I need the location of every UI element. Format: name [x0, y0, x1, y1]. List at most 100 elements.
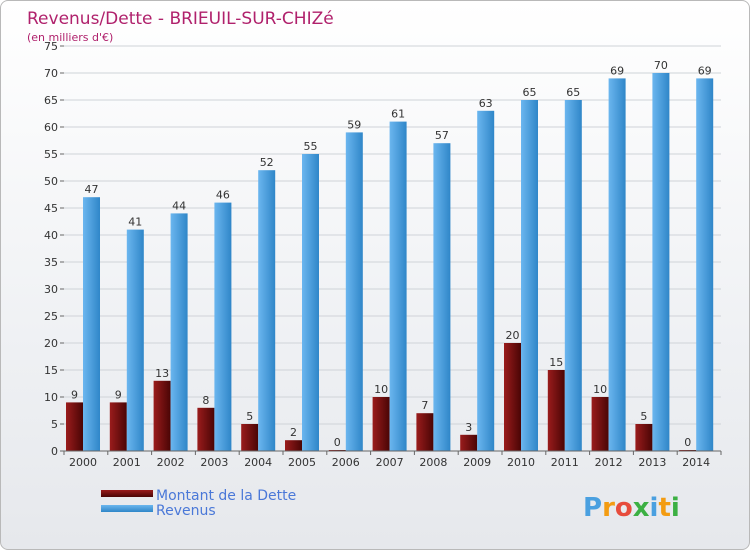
data-label: 55 [304, 140, 318, 153]
bar-revenus [652, 73, 670, 451]
bar-revenus [477, 110, 495, 452]
bar-dette [285, 440, 302, 451]
bar-dette [66, 402, 83, 451]
bar-revenus [258, 170, 276, 451]
data-label: 44 [172, 199, 186, 212]
legend-label-dette: Montant de la Dette [156, 488, 296, 504]
x-tick-label: 2002 [157, 456, 185, 469]
logo-letter: o [615, 493, 633, 523]
data-label: 63 [479, 97, 493, 110]
bar-revenus [345, 132, 363, 451]
x-tick-label: 2009 [463, 456, 491, 469]
bar-revenus [389, 121, 407, 451]
bar-dette [635, 424, 653, 451]
chart-subtitle: (en milliers d'€) [27, 31, 113, 44]
x-tick-label: 2011 [551, 456, 579, 469]
y-tick-label: 55 [44, 148, 58, 161]
data-label: 10 [374, 383, 388, 396]
bar-dette [109, 402, 127, 451]
bar-dette [591, 397, 609, 451]
bar-revenus [608, 78, 626, 452]
bar-dette [153, 380, 171, 451]
data-label: 59 [347, 118, 361, 131]
data-label: 5 [246, 410, 253, 423]
bar-revenus [433, 143, 451, 451]
bar-dette [547, 370, 565, 451]
data-label: 9 [115, 388, 122, 401]
y-tick-label: 35 [44, 256, 58, 269]
chart-title: Revenus/Dette - BRIEUIL-SUR-CHIZé [27, 9, 334, 29]
logo-letter: P [583, 493, 602, 523]
legend: Montant de la Dette Revenus [101, 488, 296, 519]
x-tick-label: 2004 [244, 456, 272, 469]
data-label: 70 [654, 59, 668, 72]
x-tick-label: 2012 [595, 456, 623, 469]
data-label: 61 [391, 108, 405, 121]
data-label: 65 [523, 86, 537, 99]
data-label: 41 [128, 216, 142, 229]
logo-letter: x [633, 493, 650, 523]
legend-swatch-dette [101, 490, 153, 497]
data-label: 69 [698, 64, 712, 77]
bar-revenus [214, 202, 232, 451]
x-tick-label: 2003 [200, 456, 228, 469]
bar-revenus [126, 229, 144, 451]
x-tick-label: 2013 [638, 456, 666, 469]
bar-revenus [83, 197, 100, 451]
x-tick-label: 2014 [682, 456, 710, 469]
x-tick-label: 2006 [332, 456, 360, 469]
x-tick-label: 2008 [419, 456, 447, 469]
legend-label-revenus: Revenus [156, 503, 216, 519]
y-tick-label: 65 [44, 94, 58, 107]
x-tick-label: 2000 [69, 456, 97, 469]
data-label: 20 [506, 329, 520, 342]
data-label: 46 [216, 189, 230, 202]
bar-revenus [696, 78, 714, 452]
y-tick-label: 10 [44, 391, 58, 404]
x-tick-label: 2005 [288, 456, 316, 469]
y-tick-label: 50 [44, 175, 58, 188]
data-label: 13 [155, 367, 169, 380]
data-label: 47 [85, 183, 99, 196]
y-tick-label: 70 [44, 67, 58, 80]
y-tick-label: 25 [44, 310, 58, 323]
bar-dette [460, 434, 478, 451]
data-label: 3 [465, 421, 472, 434]
data-label: 2 [290, 426, 297, 439]
data-label: 57 [435, 129, 449, 142]
x-tick-label: 2010 [507, 456, 535, 469]
y-tick-label: 0 [51, 445, 58, 458]
proxiti-logo: Proxiti [583, 493, 680, 523]
bar-dette [372, 397, 390, 451]
legend-swatch-revenus [101, 505, 153, 512]
data-label: 5 [640, 410, 647, 423]
data-label: 7 [421, 399, 428, 412]
y-tick-label: 75 [44, 40, 58, 53]
data-label: 10 [593, 383, 607, 396]
logo-letter: i [650, 493, 659, 523]
y-tick-label: 30 [44, 283, 58, 296]
data-label: 0 [334, 436, 341, 449]
data-label: 9 [71, 388, 78, 401]
bar-dette [197, 407, 215, 451]
data-label: 52 [260, 156, 274, 169]
data-label: 8 [202, 394, 209, 407]
y-tick-label: 5 [51, 418, 58, 431]
data-label: 0 [684, 436, 691, 449]
bar-revenus [521, 100, 538, 451]
x-tick-label: 2001 [113, 456, 141, 469]
data-label: 15 [549, 356, 563, 369]
x-axis-ticks: 2000 2001 2002 2003 2004 2005 2006 2007 2008 2009… [63, 451, 722, 469]
bar-dette [416, 413, 434, 451]
x-tick-label: 2007 [376, 456, 404, 469]
bar-revenus [564, 100, 582, 451]
data-label: 69 [610, 64, 624, 77]
data-label: 65 [566, 86, 580, 99]
bar-dette [504, 343, 521, 451]
logo-letter: t [658, 493, 670, 523]
logo-letter: r [602, 493, 615, 523]
y-tick-label: 15 [44, 364, 58, 377]
bar-dette [241, 424, 259, 451]
